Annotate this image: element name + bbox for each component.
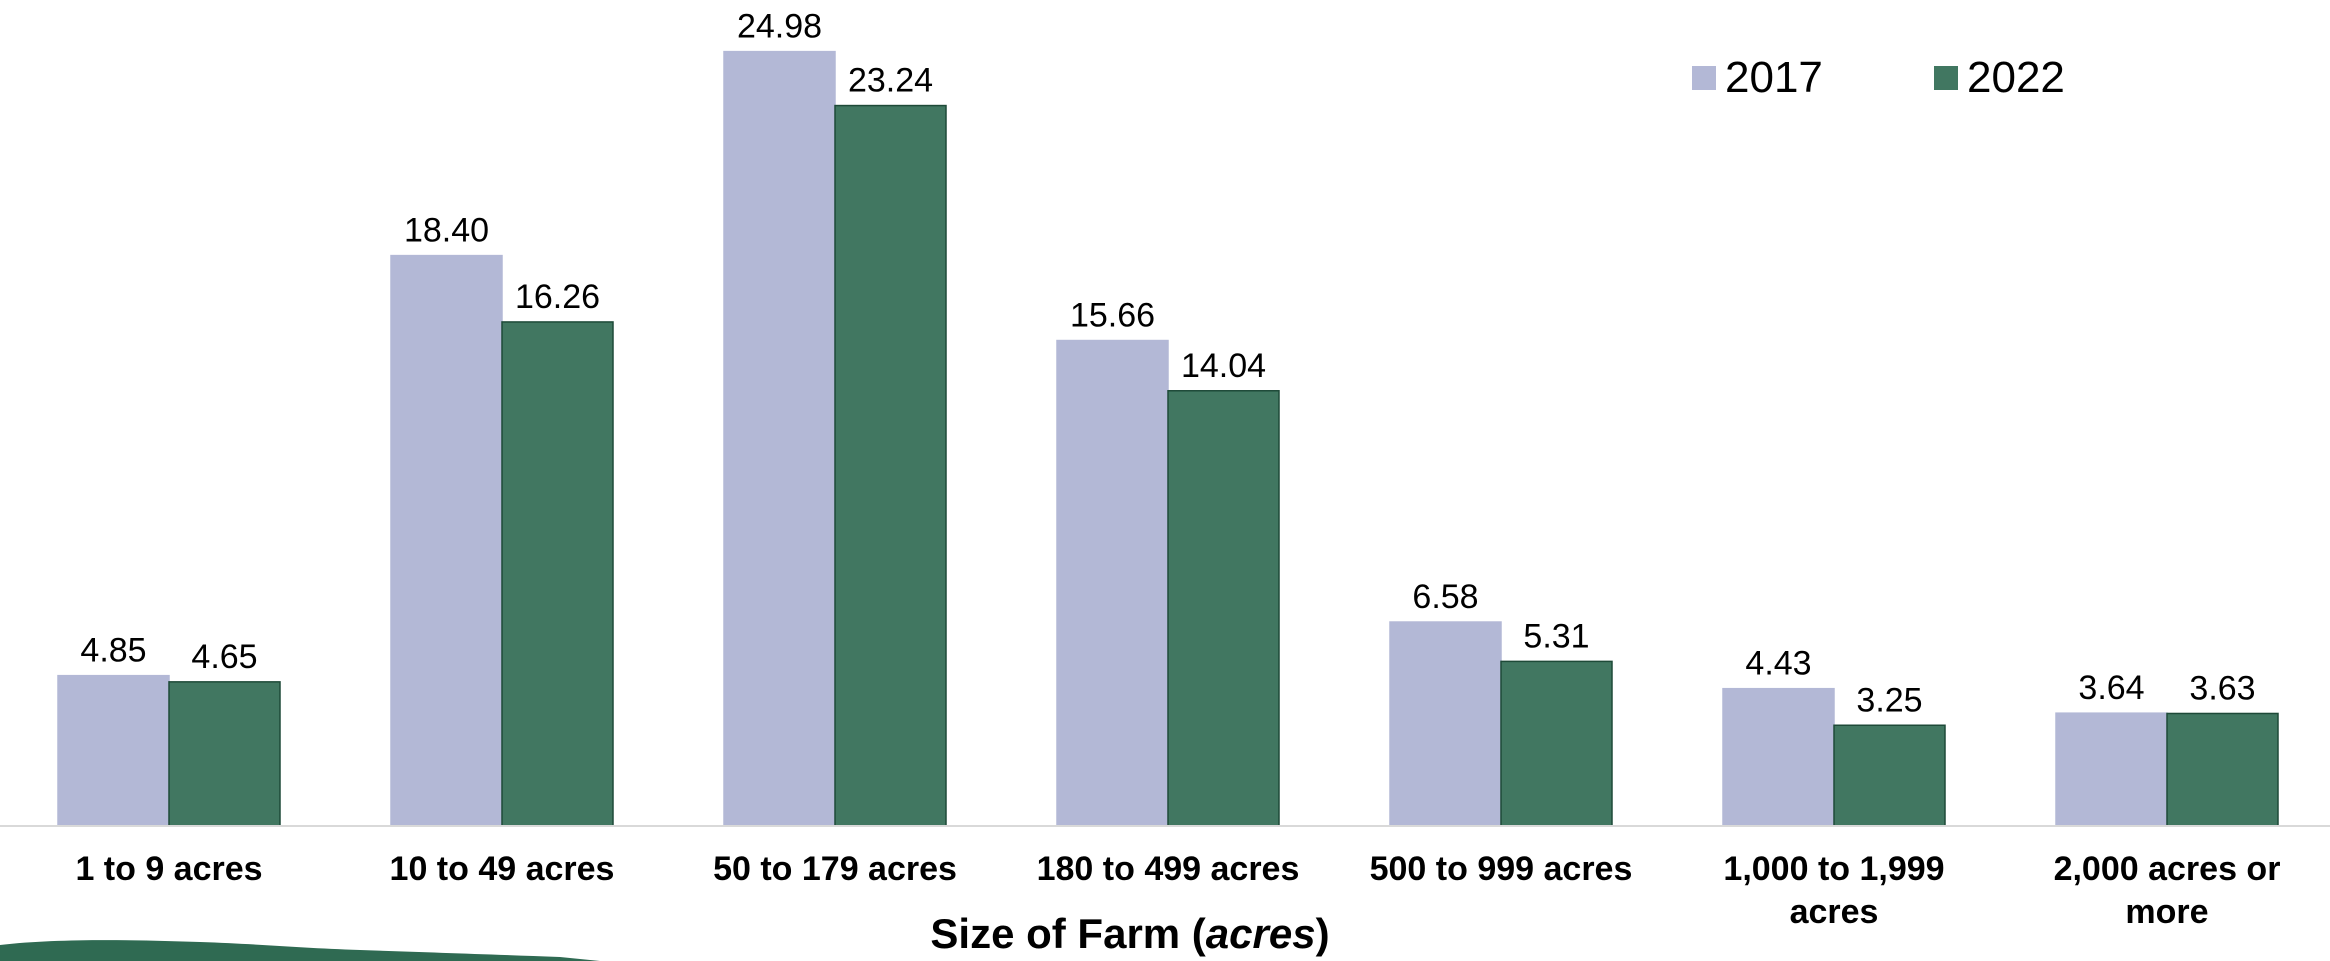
- bars-group: [57, 50, 2279, 827]
- bar-2022-3: [834, 104, 947, 827]
- value-label-2022-6: 3.25: [1856, 681, 1922, 719]
- value-label-2022-2: 16.26: [515, 278, 600, 316]
- category-label-5: 500 to 999 acres: [1370, 850, 1633, 888]
- bar-2022-1: [168, 681, 281, 827]
- value-label-2017-2: 18.40: [404, 212, 489, 250]
- x-axis-title: Size of Farm (acres): [930, 910, 1329, 957]
- bar-2017-1: [57, 674, 170, 827]
- bar-2017-2: [390, 254, 503, 827]
- decorative-brush-stroke: [0, 940, 600, 961]
- category-label-3: 50 to 179 acres: [713, 850, 957, 888]
- value-labels-group: 4.85 4.65 18.40 16.26 24.98 23.24 15.66 14.04 6.…: [80, 8, 2255, 720]
- value-label-2017-4: 15.66: [1070, 297, 1155, 335]
- category-label-4: 180 to 499 acres: [1037, 850, 1300, 888]
- legend: 2017 2022: [1692, 53, 2065, 102]
- value-label-2022-5: 5.31: [1523, 617, 1589, 655]
- value-label-2022-4: 14.04: [1181, 347, 1266, 385]
- bar-2017-6: [1722, 687, 1835, 827]
- value-label-2022-3: 23.24: [848, 62, 933, 100]
- bar-2022-5: [1500, 660, 1613, 827]
- category-labels-group: 1 to 9 acres 10 to 49 acres 50 to 179 acre…: [75, 850, 2280, 931]
- category-label-6: 1,000 to 1,999 acres: [1723, 850, 1944, 931]
- category-label-2: 10 to 49 acres: [390, 850, 615, 888]
- bar-2022-4: [1167, 390, 1280, 827]
- value-label-2017-5: 6.58: [1412, 578, 1478, 616]
- value-label-2022-7: 3.63: [2189, 669, 2255, 707]
- value-label-2017-7: 3.64: [2078, 669, 2144, 707]
- legend-swatch-2022: [1934, 66, 1958, 90]
- bar-2022-6: [1833, 724, 1946, 827]
- value-label-2017-1: 4.85: [80, 632, 146, 670]
- value-label-2017-6: 4.43: [1745, 645, 1811, 683]
- bar-2017-4: [1056, 339, 1169, 827]
- category-label-1: 1 to 9 acres: [75, 850, 262, 888]
- bar-2017-5: [1389, 621, 1502, 827]
- legend-label-2022: 2022: [1967, 53, 2065, 102]
- value-label-2017-3: 24.98: [737, 8, 822, 46]
- category-label-7: 2,000 acres or more: [2054, 850, 2281, 931]
- bar-2022-2: [501, 321, 614, 827]
- value-label-2022-1: 4.65: [191, 638, 257, 676]
- bar-2022-7: [2166, 712, 2279, 827]
- legend-swatch-2017: [1692, 66, 1716, 90]
- bar-2017-3: [723, 50, 836, 827]
- legend-label-2017: 2017: [1725, 53, 1823, 102]
- bar-2017-7: [2055, 712, 2168, 827]
